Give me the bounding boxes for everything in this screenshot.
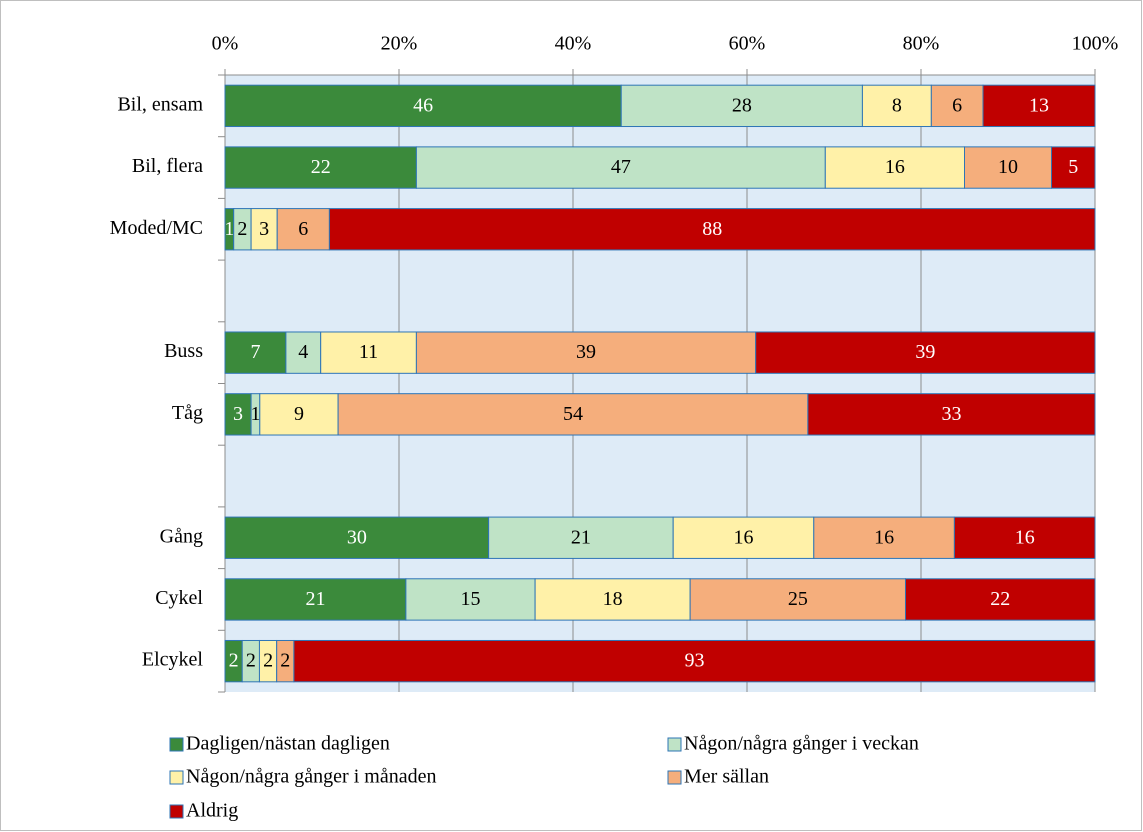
bar-segment: [337, 393, 809, 436]
bar-segment: [250, 208, 278, 251]
bar-segment: [534, 578, 691, 621]
y-tick-label: Tåg: [172, 402, 203, 424]
bar-segment: [224, 516, 490, 559]
legend-label: Någon/några gånger i månaden: [186, 766, 436, 788]
data-label: 6: [952, 94, 962, 116]
x-tick-label: 100%: [1072, 33, 1119, 55]
data-label: 39: [576, 341, 596, 363]
bar-segment: [320, 331, 417, 374]
data-label: 9: [294, 403, 304, 425]
y-tick-label: Gång: [160, 525, 203, 547]
bar-segment: [328, 208, 1096, 251]
bar-segment: [904, 578, 1096, 621]
bar-segment: [276, 208, 330, 251]
legend-swatch: [169, 770, 184, 785]
data-label: 21: [571, 526, 591, 548]
data-label: 11: [359, 341, 378, 363]
bar-segment: [982, 84, 1096, 128]
data-label: 2: [246, 650, 256, 672]
legend-swatch: [667, 770, 682, 785]
y-tick-label: Elcykel: [142, 649, 204, 671]
data-label: 2: [229, 650, 239, 672]
data-label: 18: [603, 588, 623, 610]
legend-swatch: [667, 737, 682, 752]
legend-swatch: [169, 737, 184, 752]
bar-segment: [689, 578, 906, 621]
data-label: 3: [233, 403, 243, 425]
data-label: 46: [413, 94, 433, 116]
y-tick-label: Buss: [164, 340, 203, 362]
data-label: 39: [915, 341, 935, 363]
y-tick-label: Bil, flera: [132, 155, 203, 177]
bar-segment: [415, 146, 826, 189]
data-label: 28: [732, 94, 752, 116]
data-label: 4: [298, 341, 308, 363]
data-label: 13: [1029, 94, 1049, 116]
data-label: 21: [305, 588, 325, 610]
data-label: 5: [1068, 156, 1078, 178]
legend-swatch: [169, 804, 184, 819]
data-label: 2: [263, 650, 273, 672]
data-label: 22: [990, 588, 1010, 610]
bar-segment: [813, 516, 955, 559]
data-label: 22: [311, 156, 331, 178]
bar-segment: [824, 146, 965, 189]
bar-segment: [488, 516, 674, 559]
data-label: 25: [788, 588, 808, 610]
legend-label: Aldrig: [186, 800, 238, 822]
bar-segment: [405, 578, 536, 621]
data-label: 7: [250, 341, 260, 363]
data-label: 2: [237, 218, 247, 240]
data-label: 16: [874, 526, 894, 548]
data-label: 2: [280, 650, 290, 672]
data-label: 1: [250, 403, 260, 425]
data-label: 88: [702, 218, 722, 240]
bar-segment: [259, 393, 339, 436]
x-tick-label: 60%: [729, 33, 766, 55]
data-label: 10: [998, 156, 1018, 178]
bar-segment: [964, 146, 1052, 189]
data-label: 47: [611, 156, 631, 178]
data-label: 30: [347, 526, 367, 548]
bar-segment: [807, 393, 1096, 436]
data-label: 54: [563, 403, 583, 425]
bar-segment: [224, 84, 622, 128]
x-tick-label: 80%: [903, 33, 940, 55]
bar-segment: [755, 331, 1096, 374]
legend-label: Någon/några gånger i veckan: [684, 733, 919, 755]
legend-label: Dagligen/nästan dagligen: [186, 733, 390, 755]
data-label: 6: [298, 218, 308, 240]
data-label: 8: [892, 94, 902, 116]
bar-segment: [224, 331, 287, 374]
x-tick-label: 20%: [381, 33, 418, 55]
legend-label: Mer sällan: [684, 766, 769, 788]
data-label: 3: [259, 218, 269, 240]
data-label: 93: [684, 650, 704, 672]
bar-segment: [953, 516, 1096, 559]
bar-segment: [415, 331, 757, 374]
bar-segment: [1051, 146, 1096, 189]
bar-segment: [285, 331, 322, 374]
y-tick-label: Bil, ensam: [117, 93, 203, 115]
x-tick-label: 40%: [555, 33, 592, 55]
x-tick-label: 0%: [212, 33, 239, 55]
bar-segment: [620, 84, 863, 128]
y-tick-label: Cykel: [155, 587, 203, 609]
data-label: 16: [733, 526, 753, 548]
bar-segment: [930, 84, 984, 128]
data-label: 16: [885, 156, 905, 178]
data-label: 16: [1015, 526, 1035, 548]
bar-segment: [224, 146, 417, 189]
bar-segment: [861, 84, 932, 128]
data-label: 1: [224, 218, 234, 240]
y-tick-label: Moded/MC: [110, 217, 203, 239]
bar-segment: [293, 639, 1096, 683]
data-label: 15: [460, 588, 480, 610]
bar-segment: [224, 578, 407, 621]
data-label: 33: [941, 403, 961, 425]
